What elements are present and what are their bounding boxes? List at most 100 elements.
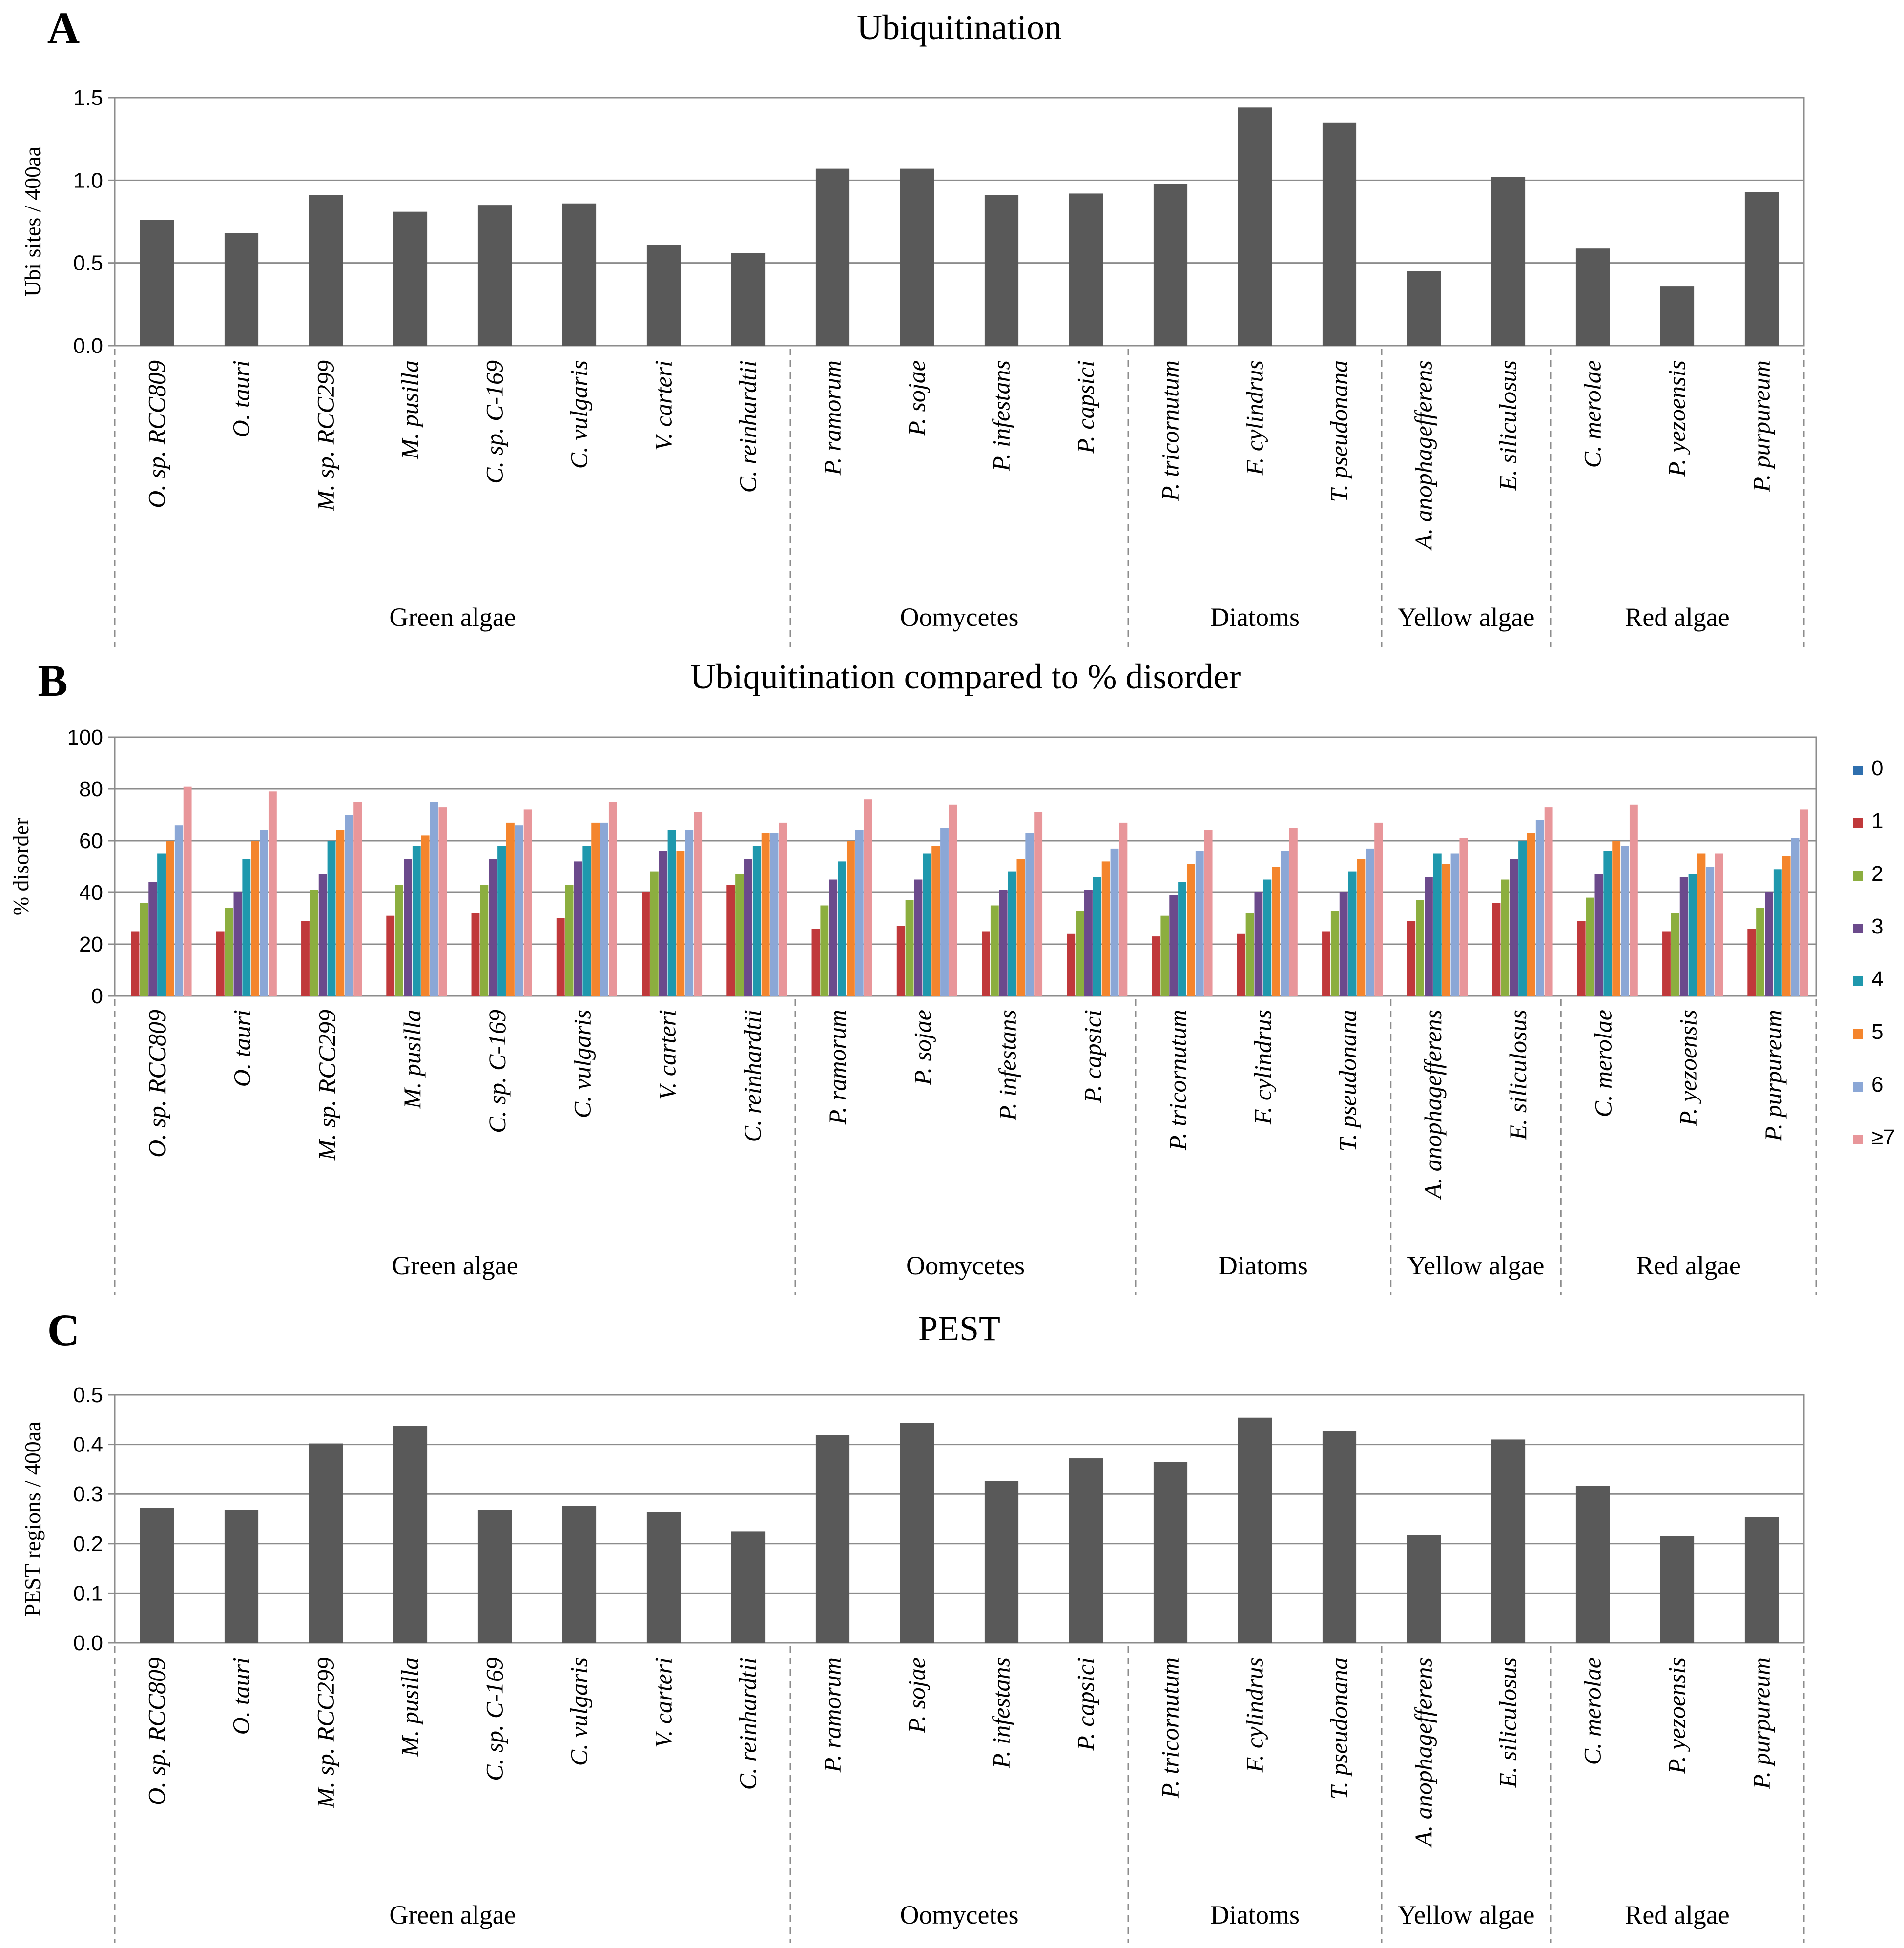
panel-b-ylabel: % disorder xyxy=(8,818,33,916)
panel-c-letter: C xyxy=(47,1305,80,1355)
panel-b: B Ubiquitination compared to % disorder 0 2… xyxy=(8,656,1895,1295)
panel-b-bar xyxy=(1510,859,1518,996)
panel-a-category-label: C. merolae xyxy=(1579,360,1606,468)
panel-b-legend-label: 5 xyxy=(1871,1020,1883,1044)
panel-b-bar xyxy=(896,926,905,996)
panel-b-bar xyxy=(1016,859,1025,996)
panel-b-bar xyxy=(1603,851,1612,996)
panel-c-bar xyxy=(731,1531,766,1643)
panel-b-category-label: C. vulgaris xyxy=(568,1010,596,1118)
panel-b-bar xyxy=(1357,859,1366,996)
panel-b-bar xyxy=(779,822,787,996)
panel-b-bar xyxy=(386,915,395,996)
panel-a-category-label: P. sojae xyxy=(903,360,931,436)
panel-b-bar xyxy=(1679,877,1688,996)
panel-b-bar xyxy=(1527,833,1535,996)
panel-b-letter: B xyxy=(38,656,67,705)
panel-c-category-label: P. infestans xyxy=(988,1658,1015,1769)
panel-b-bar xyxy=(1782,856,1791,996)
panel-b-bar xyxy=(1178,882,1186,996)
panel-c-bar xyxy=(1407,1535,1441,1643)
panel-b-legend-swatch xyxy=(1853,924,1863,933)
panel-b-bar xyxy=(811,929,820,996)
panel-c-bar xyxy=(1069,1458,1103,1643)
panel-b-legend-swatch xyxy=(1853,766,1863,775)
panel-b-group-label: Red algae xyxy=(1636,1251,1740,1280)
panel-c-category-label: O. tauri xyxy=(228,1658,255,1735)
panel-c-bar xyxy=(1575,1486,1610,1643)
panel-b-bar xyxy=(838,861,846,996)
panel-b-bar xyxy=(336,830,345,996)
panel-b-legend-swatch xyxy=(1853,1135,1863,1144)
panel-b-bar xyxy=(855,830,864,996)
panel-b-bar xyxy=(931,846,940,996)
panel-b-legend-swatch xyxy=(1853,1082,1863,1092)
panel-b-bar xyxy=(1374,822,1383,996)
panel-a-category-label: C. sp. C-169 xyxy=(481,360,508,484)
panel-b-bar xyxy=(1425,877,1433,996)
panel-a: A Ubiquitination 0.0 0.5 1.0 1.5 Ubi sites / 4… xyxy=(20,3,1805,647)
panel-b-bar xyxy=(1518,841,1527,996)
panel-b-bar xyxy=(1450,853,1459,996)
panel-b-bar xyxy=(1110,848,1119,996)
panel-b-bar xyxy=(600,822,608,996)
panel-c-ytick-label: 0.4 xyxy=(73,1433,103,1457)
panel-b-bar xyxy=(1800,809,1808,996)
panel-b-bar xyxy=(1501,879,1510,996)
panel-a-category-label: M. pusilla xyxy=(396,360,424,460)
panel-b-group-label: Yellow algae xyxy=(1407,1251,1545,1280)
panel-b-bar xyxy=(242,859,251,996)
panel-a-category-label: P. yezoensis xyxy=(1663,360,1691,477)
panel-b-bar xyxy=(1612,841,1621,996)
panel-a-bar xyxy=(1575,248,1610,346)
panel-b-category-label: P. sojae xyxy=(909,1010,936,1086)
panel-a-category-label: O. tauri xyxy=(228,360,255,437)
panel-c-category-label: P. yezoensis xyxy=(1663,1658,1691,1774)
panel-a-ytick-label: 1.0 xyxy=(73,168,103,192)
panel-b-bar xyxy=(1093,877,1101,996)
panel-b-ytick-label: 100 xyxy=(67,725,103,749)
panel-b-bar xyxy=(1119,822,1128,996)
panel-a-bar xyxy=(1407,271,1441,346)
panel-a-group-label: Yellow algae xyxy=(1398,602,1535,632)
panel-c-category-label: C. merolae xyxy=(1579,1658,1606,1765)
panel-c-bar xyxy=(1491,1439,1526,1643)
panel-b-bar xyxy=(1281,851,1289,996)
panel-b-bar xyxy=(591,822,600,996)
panel-a-category-label: A. anophagefferens xyxy=(1410,360,1437,551)
panel-a-category-label: P. tricornutum xyxy=(1157,360,1184,501)
panel-b-bar xyxy=(1577,921,1586,996)
panel-a-bar xyxy=(1491,177,1526,346)
panel-b-bar xyxy=(744,859,752,996)
panel-c-category-label: O. sp. RCC809 xyxy=(143,1658,170,1805)
panel-b-bar xyxy=(1322,931,1330,996)
panel-c-bar xyxy=(1238,1417,1272,1643)
panel-b-bar xyxy=(174,825,183,996)
panel-b-ytick-label: 40 xyxy=(79,881,103,905)
panel-b-bar xyxy=(582,846,591,996)
panel-b-bar xyxy=(345,815,353,996)
panel-b-bar xyxy=(650,871,659,996)
panel-c-ytick-label: 0.0 xyxy=(73,1631,103,1655)
panel-c-bar xyxy=(224,1510,259,1643)
panel-b-bar xyxy=(1076,911,1084,996)
panel-b-bar xyxy=(1245,913,1254,996)
panel-c-ytick-label: 0.2 xyxy=(73,1532,103,1556)
panel-b-bar xyxy=(1594,874,1603,996)
panel-b-bar xyxy=(1254,892,1263,996)
panel-b-group-label: Green algae xyxy=(392,1251,518,1280)
panel-b-bar xyxy=(421,835,430,996)
panel-a-group-label: Oomycetes xyxy=(900,602,1019,632)
panel-b-bar xyxy=(1586,897,1594,996)
panel-b-bar xyxy=(1152,936,1160,996)
panel-b-bar xyxy=(1084,890,1093,996)
panel-c-category-label: T. pseudonana xyxy=(1325,1658,1353,1800)
panel-b-bar xyxy=(506,822,515,996)
panel-b-category-label: P. purpureum xyxy=(1759,1010,1787,1141)
panel-c-bar xyxy=(1744,1517,1779,1643)
panel-b-bar xyxy=(1629,804,1638,996)
panel-b-bar xyxy=(1330,911,1339,996)
panel-a-category-label: O. sp. RCC809 xyxy=(143,360,170,508)
panel-b-bar xyxy=(1025,833,1034,996)
panel-b-bar xyxy=(395,885,404,996)
